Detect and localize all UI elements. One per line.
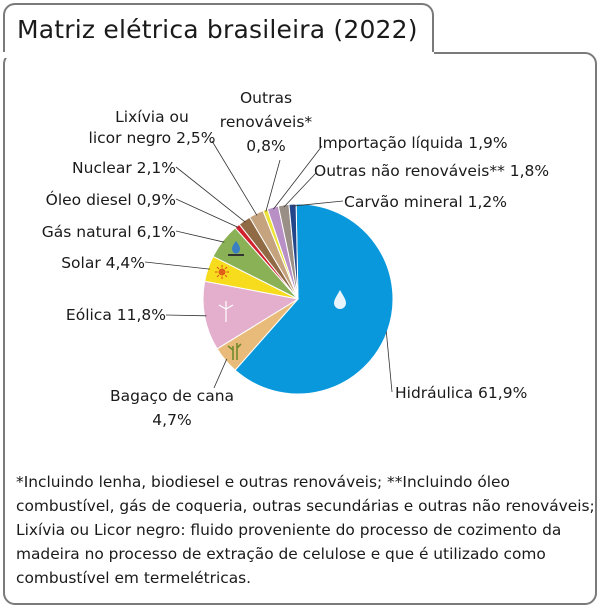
leader-line-11 [292, 200, 344, 207]
leader-line-10 [283, 172, 317, 208]
leader-line-4 [175, 230, 225, 243]
slice-label-4: Gás natural 6,1% [42, 223, 176, 241]
slice-label-7: Lixívia ou licor negro 2,5% [89, 108, 216, 147]
leader-line-7 [211, 140, 258, 216]
slice-label-11: Carvão mineral 1,2% [344, 193, 507, 211]
slice-label-0: Hidráulica 61,9% [395, 384, 527, 402]
slice-label-10: Outras não renováveis** 1,8% [314, 162, 549, 180]
sugarcane-icon [227, 343, 242, 360]
slice-label-1: Bagaço de cana 4,7% [110, 387, 234, 429]
leader-line-9 [273, 145, 323, 210]
leader-line-1 [213, 358, 228, 389]
slice-label-9: Importação líquida 1,9% [318, 134, 508, 152]
leader-line-3 [144, 261, 210, 270]
leader-line-0 [385, 331, 393, 393]
leader-line-5 [175, 198, 239, 228]
title-tab: Matriz elétrica brasileira (2022) [3, 3, 434, 58]
slice-label-2: Eólica 11,8% [66, 306, 166, 324]
leader-line-6 [175, 166, 246, 223]
footnote: *Incluindo lenha, biodiesel e outras ren… [16, 473, 595, 587]
water-drop-icon [334, 290, 346, 309]
pie-slice-11 [288, 203, 299, 300]
gas-flame-icon [228, 241, 244, 256]
slice-label-8: Outras renováveis* 0,8% [220, 89, 313, 155]
wind-turbine-icon [218, 301, 234, 322]
slice-label-6: Nuclear 2,1% [72, 159, 176, 177]
slice-label-5: Óleo diesel 0,9% [46, 190, 176, 209]
leader-line-2 [165, 314, 207, 317]
pie-slice-0 [234, 203, 394, 395]
sun-icon [215, 265, 229, 279]
slice-label-3: Solar 4,4% [61, 254, 145, 272]
chart-title: Matriz elétrica brasileira (2022) [17, 15, 418, 44]
leader-line-8 [265, 159, 281, 212]
